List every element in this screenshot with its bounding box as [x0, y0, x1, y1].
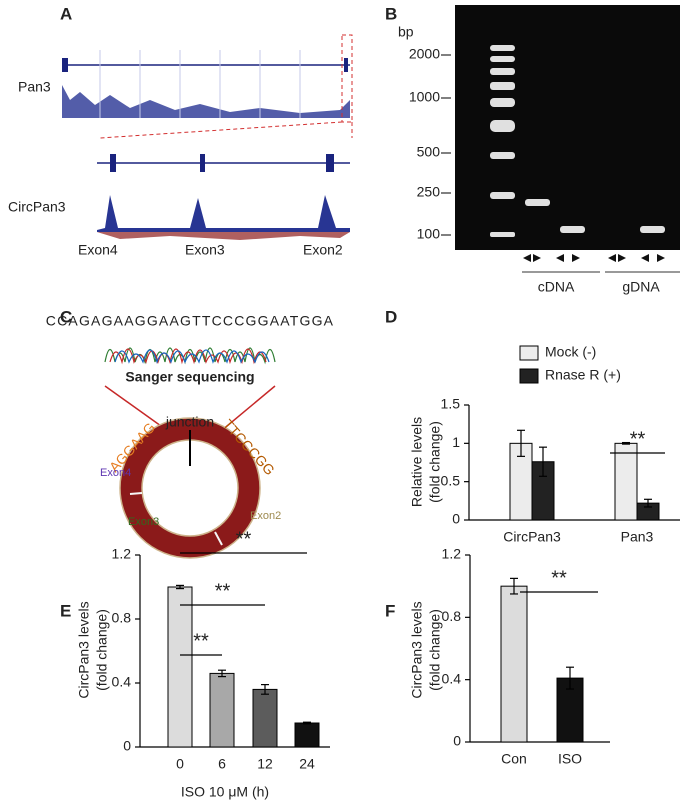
panel-label: C	[60, 307, 72, 326]
gel	[455, 5, 680, 273]
legend-label: Mock (-)	[545, 344, 596, 360]
ladder-label: 2000	[409, 46, 440, 62]
panel-label: A	[60, 4, 72, 23]
y-tick-label: 1.5	[441, 396, 461, 412]
x-tick-label: 0	[176, 756, 184, 772]
track-label: Pan3	[18, 79, 51, 95]
significance-label: **	[551, 567, 567, 589]
exon-label: Exon3	[185, 242, 225, 258]
ladder-label: 250	[417, 184, 441, 200]
legend-swatch	[519, 368, 539, 384]
ladder-label: 1000	[409, 89, 440, 105]
y-axis-label: (fold change)	[427, 609, 443, 691]
unit-label: bp	[398, 24, 414, 40]
junction-label: junction	[165, 414, 214, 430]
error-bar	[622, 441, 630, 445]
y-tick-label: 0.5	[441, 472, 461, 488]
group-label: gDNA	[622, 279, 660, 295]
exon-label: Exon2	[303, 242, 343, 258]
significance-label: **	[215, 580, 231, 602]
x-tick-label: Pan3	[621, 529, 654, 545]
y-axis-label: Relative levels	[409, 417, 425, 507]
sanger-diagram	[104, 347, 276, 559]
error-bar	[539, 446, 547, 477]
sequence: CCAGAGAAGGAAGTTCCCGGAATGGA	[46, 313, 334, 329]
error-bar	[517, 429, 525, 457]
ladder-label: 500	[417, 144, 441, 160]
y-axis-label: CircPan3 levels	[409, 601, 425, 698]
bar	[614, 442, 638, 521]
y-tick-label: 1	[452, 434, 460, 450]
x-tick-label: 24	[299, 756, 315, 772]
panel-label: D	[385, 307, 397, 326]
error-bar	[303, 721, 311, 725]
panel-label: F	[385, 601, 395, 620]
bar	[167, 586, 193, 748]
legend-label: Rnase R (+)	[545, 367, 621, 383]
panel-label: E	[60, 601, 71, 620]
y-axis-label: (fold change)	[427, 421, 443, 503]
ladder-label: 100	[417, 226, 441, 242]
x-tick-label: 12	[257, 756, 273, 772]
y-tick-label: 1.2	[442, 546, 462, 562]
track-label: CircPan3	[8, 199, 66, 215]
x-tick-label: ISO	[558, 751, 582, 767]
significance-label: **	[630, 428, 646, 450]
y-tick-label: 0.4	[442, 670, 462, 686]
method-label: Sanger sequencing	[125, 369, 254, 385]
exon-label: Exon4	[100, 467, 131, 479]
y-tick-label: 0.8	[442, 608, 462, 624]
group-label: cDNA	[538, 279, 575, 295]
y-axis-label: CircPan3 levels	[76, 601, 92, 698]
y-tick-label: 0.4	[112, 674, 132, 690]
bar	[209, 672, 235, 748]
x-axis-label: ISO 10 μM (h)	[181, 784, 269, 800]
legend-swatch	[519, 345, 539, 361]
x-tick-label: CircPan3	[503, 529, 561, 545]
y-tick-label: 0.8	[112, 610, 132, 626]
error-bar	[176, 584, 184, 590]
error-bar	[510, 577, 518, 595]
bar	[500, 585, 528, 743]
bar	[252, 688, 278, 748]
exon-label: Exon3	[128, 516, 159, 528]
y-tick-label: 0	[123, 738, 131, 754]
y-axis-label: (fold change)	[94, 609, 110, 691]
y-tick-label: 1.2	[112, 546, 132, 562]
x-tick-label: 6	[218, 756, 226, 772]
error-bar	[218, 669, 226, 678]
error-bar	[261, 683, 269, 695]
bar	[294, 722, 320, 748]
panel-label: B	[385, 4, 397, 23]
exon-label: Exon4	[78, 242, 118, 258]
significance-label: **	[193, 630, 209, 652]
genome-tracks	[62, 34, 353, 240]
y-tick-label: 0	[452, 511, 460, 527]
error-bar	[566, 666, 574, 690]
exon-label: Exon2	[250, 510, 281, 522]
y-tick-label: 0	[453, 733, 461, 749]
significance-label: **	[236, 528, 252, 550]
x-tick-label: Con	[501, 751, 527, 767]
error-bar	[644, 498, 652, 508]
